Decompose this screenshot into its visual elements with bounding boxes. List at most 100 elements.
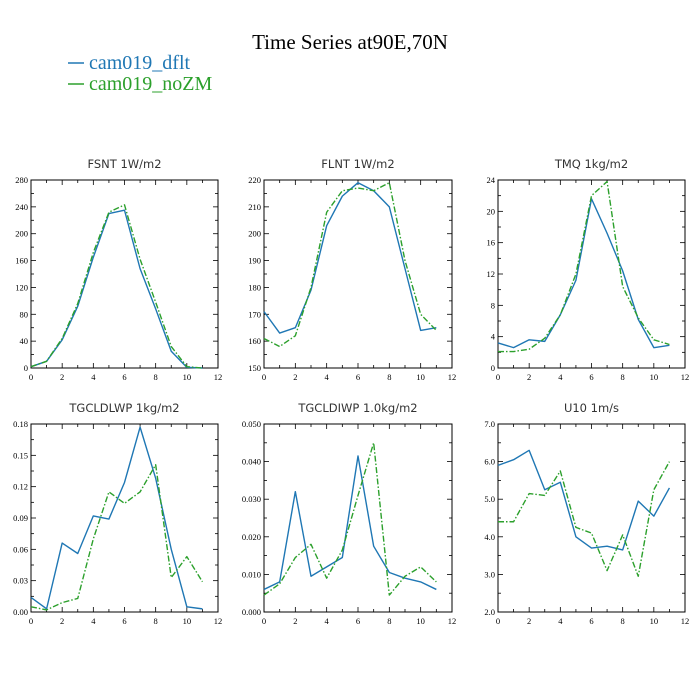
y-tick-label: 2.0 — [484, 607, 495, 617]
y-tick-label: 160 — [248, 336, 261, 346]
x-tick-label: 8 — [621, 372, 625, 382]
y-tick-label: 20 — [487, 206, 496, 216]
x-tick-label: 4 — [558, 616, 563, 626]
series-line-dflt — [497, 449, 671, 551]
y-tick-label: 0.020 — [242, 532, 261, 542]
y-tick-label: 24 — [487, 175, 496, 185]
y-tick-label: 200 — [15, 229, 28, 239]
y-tick-label: 160 — [15, 256, 28, 266]
y-tick-label: 0.12 — [13, 482, 28, 492]
y-tick-label: 4 — [491, 332, 496, 342]
y-tick-label: 0.18 — [13, 419, 28, 429]
series-line-nozm — [498, 461, 671, 577]
y-tick-label: 0.00 — [13, 607, 28, 617]
x-tick-label: 0 — [29, 372, 33, 382]
series-line-dflt — [263, 455, 437, 591]
y-tick-label: 190 — [248, 256, 261, 266]
x-tick-label: 10 — [183, 372, 192, 382]
series-line-dflt — [30, 426, 203, 610]
legend-label-nozm: cam019_noZM — [89, 73, 213, 95]
x-tick-label: 2 — [293, 372, 297, 382]
y-tick-label: 5.0 — [484, 494, 495, 504]
y-tick-label: 0.040 — [242, 457, 261, 467]
x-tick-label: 6 — [122, 372, 126, 382]
x-tick-label: 10 — [650, 616, 659, 626]
x-tick-label: 2 — [60, 616, 64, 626]
y-tick-label: 0.03 — [13, 576, 28, 586]
x-tick-label: 6 — [356, 372, 360, 382]
x-tick-label: 4 — [558, 372, 563, 382]
y-tick-label: 12 — [487, 269, 496, 279]
x-tick-label: 4 — [91, 372, 96, 382]
plot-frame — [30, 423, 219, 613]
series-line-dflt — [263, 181, 437, 334]
y-tick-label: 6.0 — [484, 457, 495, 467]
y-tick-label: 0.06 — [13, 544, 28, 554]
y-tick-label: 0.000 — [242, 607, 261, 617]
y-tick-label: 0.09 — [13, 513, 28, 523]
y-tick-label: 120 — [15, 282, 28, 292]
x-tick-label: 0 — [496, 616, 500, 626]
panel-flnt: FLNT 1W/m2 0 2 4 6 8 10 12 150 160 170 180 190 200 210… — [248, 157, 456, 382]
legend: cam019_dflt cam019_noZM — [68, 52, 213, 95]
series-line-nozm — [30, 204, 203, 369]
x-tick-label: 0 — [29, 616, 33, 626]
y-tick-label: 0 — [24, 363, 28, 373]
x-tick-label: 8 — [387, 372, 391, 382]
plot-frame — [497, 179, 686, 369]
y-tick-label: 16 — [487, 238, 496, 248]
x-tick-label: 12 — [214, 372, 223, 382]
y-tick-label: 4.0 — [484, 532, 495, 542]
x-tick-label: 2 — [527, 372, 531, 382]
y-tick-label: 0.15 — [13, 450, 28, 460]
y-tick-label: 210 — [248, 202, 261, 212]
series-line-dflt — [497, 198, 670, 349]
x-tick-label: 12 — [214, 616, 223, 626]
plot-frame — [263, 179, 453, 369]
panels-container: FSNT 1W/m20 2 4 6 8 10 1204080120160200240280F… — [13, 157, 689, 626]
x-tick-label: 4 — [91, 616, 96, 626]
legend-label-dflt: cam019_dflt — [89, 52, 191, 74]
y-tick-label: 7.0 — [484, 419, 495, 429]
x-tick-label: 12 — [681, 616, 690, 626]
x-tick-label: 8 — [154, 372, 158, 382]
y-tick-label: 180 — [248, 282, 261, 292]
y-tick-label: 240 — [15, 202, 28, 212]
series-line-nozm — [263, 442, 437, 596]
y-tick-label: 3.0 — [484, 569, 495, 579]
x-tick-label: 12 — [448, 372, 457, 382]
x-tick-label: 6 — [356, 616, 360, 626]
x-tick-label: 0 — [262, 616, 266, 626]
x-tick-label: 12 — [448, 616, 457, 626]
y-tick-label: 0.010 — [242, 569, 261, 579]
y-tick-label: 280 — [15, 175, 28, 185]
x-tick-label: 10 — [416, 616, 425, 626]
y-tick-label: 0.030 — [242, 494, 261, 504]
series-line-nozm — [263, 181, 437, 348]
x-tick-label: 2 — [60, 372, 64, 382]
panel-u10: U10 1m/s 0 2 4 6 8 10 12 2.0 3.0 4.0 5.0 6.0 7.0 — [484, 401, 689, 626]
panel-title: TGCLDIWP 1.0kg/m2 — [297, 401, 417, 415]
panel-title: TGCLDLWP 1kg/m2 — [68, 401, 179, 415]
y-tick-label: 150 — [248, 363, 261, 373]
panel-tgcldlwp: TGCLDLWP 1kg/m2 0 2 4 6 8 10 12 0.00 0.03 0.06 0.09… — [13, 401, 222, 626]
series-line-nozm — [498, 180, 670, 353]
y-tick-label: 8 — [491, 300, 495, 310]
x-tick-label: 2 — [293, 616, 297, 626]
x-tick-label: 6 — [122, 616, 126, 626]
x-tick-label: 4 — [325, 372, 330, 382]
x-tick-label: 4 — [325, 616, 330, 626]
series-line-nozm — [30, 464, 204, 611]
panel-title: FLNT 1W/m2 — [321, 157, 394, 171]
x-tick-label: 0 — [262, 372, 266, 382]
y-tick-label: 0.050 — [242, 419, 261, 429]
y-tick-label: 220 — [248, 175, 261, 185]
x-tick-label: 6 — [589, 372, 593, 382]
x-tick-label: 10 — [650, 372, 659, 382]
x-tick-label: 8 — [387, 616, 391, 626]
x-tick-label: 6 — [589, 616, 593, 626]
series-line-dflt — [30, 209, 203, 369]
